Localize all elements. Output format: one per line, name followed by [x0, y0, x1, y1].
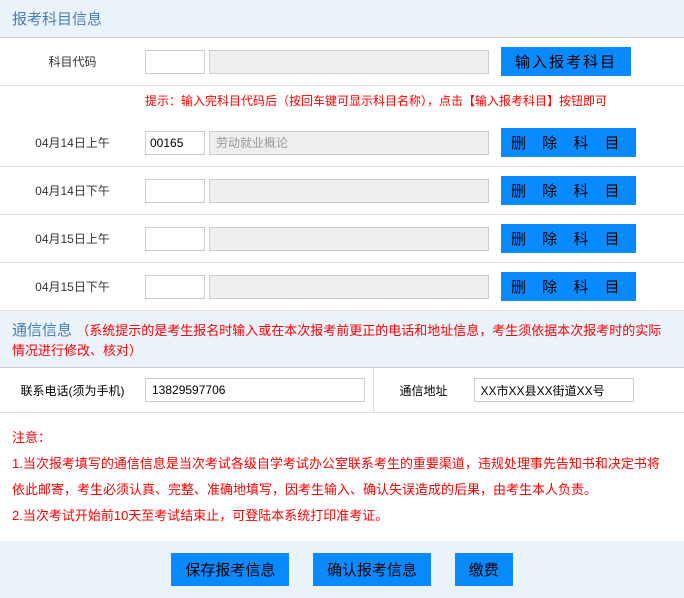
slot-name-display [209, 275, 489, 299]
subject-section-title: 报考科目信息 [12, 11, 102, 28]
slot-content: 删 除 科 目 [145, 128, 684, 157]
contact-row: 联系电话(须为手机) 通信地址 [0, 368, 684, 413]
slot-label: 04月14日下午 [0, 182, 145, 199]
phone-cell: 联系电话(须为手机) [0, 368, 373, 412]
phone-label: 联系电话(须为手机) [0, 382, 145, 399]
slot-label: 04月15日上午 [0, 230, 145, 247]
subject-section-header: 报考科目信息 [0, 0, 684, 38]
delete-subject-button[interactable]: 删 除 科 目 [501, 272, 636, 301]
subject-code-input[interactable] [145, 50, 205, 74]
subject-section: 科目代码 输入报考科目 提示：输入完科目代码后（按回车键可显示科目名称），点击【… [0, 38, 684, 311]
slot-name-display [209, 131, 489, 155]
contact-section-hint: （系统提示的是考生报名时输入或在本次报考前更正的电话和地址信息，考生须依据本次报… [12, 323, 661, 358]
notice-line-1: 1.当次报考填写的通信信息是当次考试各级自学考试办公室联系考生的重要渠道，违规处… [12, 451, 672, 503]
slot-row-3: 04月15日下午 删 除 科 目 [0, 263, 684, 311]
delete-subject-button[interactable]: 删 除 科 目 [501, 176, 636, 205]
slot-name-display [209, 227, 489, 251]
contact-section-header: 通信信息 （系统提示的是考生报名时输入或在本次报考前更正的电话和地址信息，考生须… [0, 311, 684, 368]
subject-hint: 提示：输入完科目代码后（按回车键可显示科目名称），点击【输入报考科目】按钮即可 [0, 86, 684, 119]
slot-name-display [209, 179, 489, 203]
slot-code-input[interactable] [145, 275, 205, 299]
slot-code-input[interactable] [145, 179, 205, 203]
footer-buttons: 保存报考信息 确认报考信息 缴费 [0, 541, 684, 598]
notice-line-2: 2.当次考试开始前10天至考试结束止，可登陆本系统打印准考证。 [12, 503, 672, 529]
contact-section-title: 通信信息 [12, 322, 72, 339]
save-button[interactable]: 保存报考信息 [171, 553, 289, 586]
slot-content: 删 除 科 目 [145, 224, 684, 253]
slot-row-0: 04月14日上午 删 除 科 目 [0, 119, 684, 167]
notice-title: 注意： [12, 425, 672, 451]
slot-content: 删 除 科 目 [145, 176, 684, 205]
slot-label: 04月14日上午 [0, 134, 145, 151]
slot-row-2: 04月15日上午 删 除 科 目 [0, 215, 684, 263]
slot-row-1: 04月14日下午 删 除 科 目 [0, 167, 684, 215]
slot-code-input[interactable] [145, 227, 205, 251]
phone-input[interactable] [145, 378, 365, 402]
notice-section: 注意： 1.当次报考填写的通信信息是当次考试各级自学考试办公室联系考生的重要渠道… [0, 413, 684, 541]
addr-input[interactable] [474, 378, 634, 402]
subject-code-row: 科目代码 输入报考科目 [0, 38, 684, 86]
subject-code-content: 输入报考科目 [145, 47, 684, 76]
subject-name-display [209, 50, 489, 74]
pay-button[interactable]: 缴费 [455, 553, 513, 586]
slot-content: 删 除 科 目 [145, 272, 684, 301]
delete-subject-button[interactable]: 删 除 科 目 [501, 224, 636, 253]
delete-subject-button[interactable]: 删 除 科 目 [501, 128, 636, 157]
confirm-button[interactable]: 确认报考信息 [313, 553, 431, 586]
subject-code-label: 科目代码 [0, 53, 145, 70]
addr-label: 通信地址 [374, 382, 474, 399]
slot-code-input[interactable] [145, 131, 205, 155]
addr-cell: 通信地址 [373, 368, 684, 412]
slot-label: 04月15日下午 [0, 278, 145, 295]
input-subject-button[interactable]: 输入报考科目 [501, 47, 631, 76]
